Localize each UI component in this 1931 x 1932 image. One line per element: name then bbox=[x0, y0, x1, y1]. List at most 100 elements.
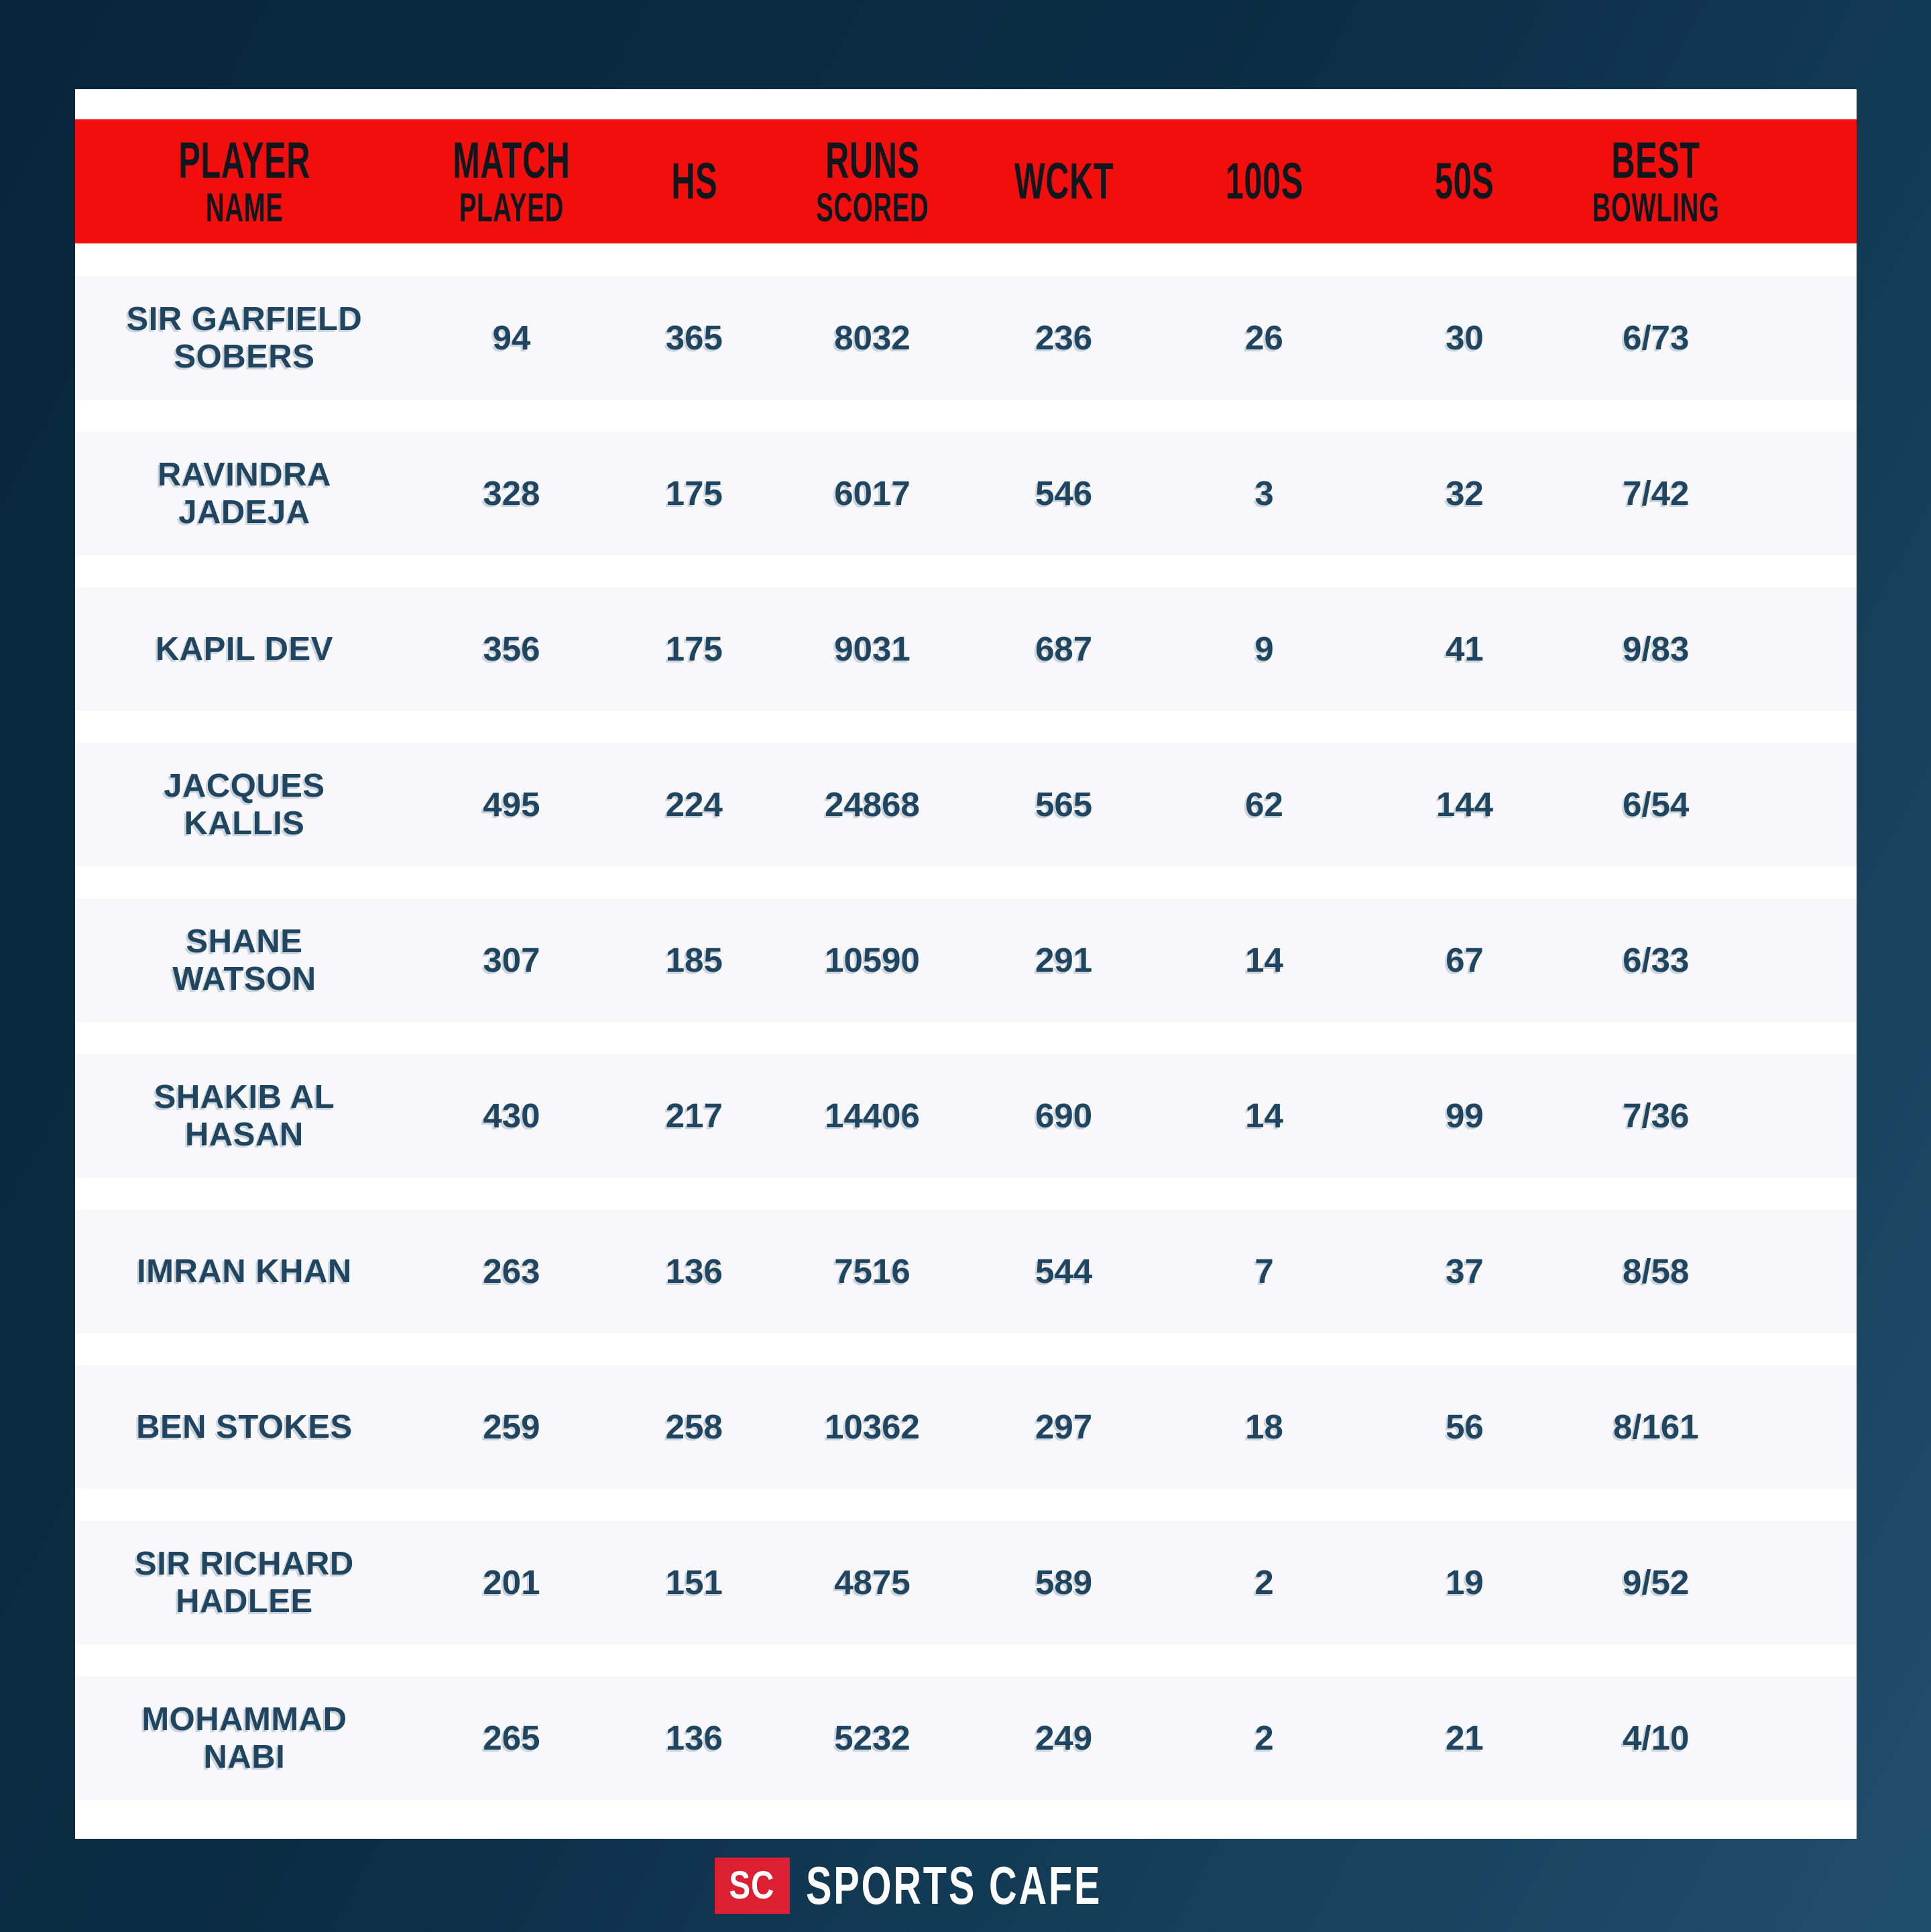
stat-wckt: 690 bbox=[1035, 1096, 1093, 1135]
column-header-matches: MATCH PLAYED bbox=[453, 132, 571, 230]
stat-hundreds: 7 bbox=[1254, 1251, 1274, 1290]
player-name: SHANE WATSON bbox=[172, 923, 316, 997]
stat-hs: 217 bbox=[665, 1096, 723, 1135]
stat-best: 6/54 bbox=[1623, 785, 1690, 823]
stat-best: 4/10 bbox=[1623, 1718, 1690, 1757]
stat-matches: 265 bbox=[483, 1718, 540, 1757]
stat-hundreds: 26 bbox=[1245, 318, 1283, 357]
stat-matches: 259 bbox=[483, 1407, 540, 1446]
stat-best: 7/42 bbox=[1623, 473, 1690, 512]
stat-hs: 224 bbox=[665, 785, 723, 823]
stat-wckt: 687 bbox=[1035, 629, 1093, 668]
stat-fifties: 19 bbox=[1446, 1562, 1484, 1601]
stat-fifties: 144 bbox=[1436, 785, 1493, 823]
stat-fifties: 32 bbox=[1446, 473, 1484, 512]
stat-matches: 495 bbox=[483, 785, 540, 823]
stat-best: 6/73 bbox=[1623, 318, 1690, 357]
stat-wckt: 249 bbox=[1035, 1718, 1093, 1757]
stat-hundreds: 62 bbox=[1245, 785, 1283, 823]
column-header-name: PLAYER NAME bbox=[178, 132, 310, 230]
table-row: JACQUES KALLIS 495 224 24868 565 62 144 6/54 bbox=[75, 743, 1857, 866]
stat-matches: 263 bbox=[483, 1251, 540, 1290]
stat-hs: 136 bbox=[665, 1718, 723, 1757]
table-row: RAVINDRA JADEJA 328 175 6017 546 3 32 7/42 bbox=[75, 432, 1857, 555]
stat-matches: 430 bbox=[483, 1096, 540, 1135]
sports-cafe-logo: SC bbox=[714, 1857, 790, 1914]
column-header-hs: HS bbox=[670, 152, 717, 210]
stat-best: 9/83 bbox=[1623, 629, 1690, 668]
stat-wckt: 236 bbox=[1035, 318, 1093, 357]
stat-fifties: 99 bbox=[1446, 1096, 1484, 1135]
stat-wckt: 544 bbox=[1035, 1251, 1093, 1290]
stat-hs: 258 bbox=[665, 1407, 723, 1446]
stat-matches: 307 bbox=[483, 940, 540, 979]
stat-hundreds: 9 bbox=[1254, 629, 1274, 668]
table-row: KAPIL DEV 356 175 9031 687 9 41 9/83 bbox=[75, 587, 1857, 711]
column-header-wckt: WCKT bbox=[1014, 152, 1114, 210]
table-body: SIR GARFIELD SOBERS 94 365 8032 236 26 30 6/73 … bbox=[75, 243, 1857, 1800]
sports-cafe-logo-text: SC bbox=[729, 1864, 775, 1907]
column-header-best: BEST BOWLING bbox=[1592, 132, 1720, 230]
stat-runs: 7516 bbox=[834, 1251, 911, 1290]
stat-hundreds: 14 bbox=[1245, 1096, 1283, 1135]
stats-card: PLAYER NAME MATCH PLAYED HS RUNS SCORED WCK… bbox=[75, 89, 1857, 1839]
player-name: BEN STOKES bbox=[136, 1408, 353, 1445]
stat-hs: 175 bbox=[665, 473, 723, 512]
stat-hundreds: 14 bbox=[1245, 940, 1283, 979]
player-name: MOHAMMAD NABI bbox=[141, 1701, 347, 1775]
stat-hs: 175 bbox=[665, 629, 723, 668]
stat-runs: 14406 bbox=[825, 1096, 920, 1135]
stat-fifties: 56 bbox=[1446, 1407, 1484, 1446]
player-name: IMRAN KHAN bbox=[137, 1253, 352, 1290]
stat-hundreds: 2 bbox=[1254, 1562, 1274, 1601]
footer: SC SPORTS CAFE bbox=[0, 1839, 1931, 1932]
stat-hs: 151 bbox=[665, 1562, 723, 1601]
stat-best: 9/52 bbox=[1623, 1562, 1690, 1601]
table-row: MOHAMMAD NABI 265 136 5232 249 2 21 4/10 bbox=[75, 1677, 1857, 1800]
table-row: IMRAN KHAN 263 136 7516 544 7 37 8/58 bbox=[75, 1210, 1857, 1333]
stat-best: 8/58 bbox=[1623, 1251, 1690, 1290]
stat-runs: 10590 bbox=[825, 940, 920, 979]
stat-fifties: 67 bbox=[1446, 940, 1484, 979]
table-row: SHAKIB AL HASAN 430 217 14406 690 14 99 7/36 bbox=[75, 1054, 1857, 1178]
player-name: JACQUES KALLIS bbox=[164, 767, 325, 842]
stat-hs: 136 bbox=[665, 1251, 723, 1290]
stat-wckt: 565 bbox=[1035, 785, 1093, 823]
stat-wckt: 589 bbox=[1035, 1562, 1093, 1601]
player-name: SIR RICHARD HADLEE bbox=[135, 1545, 354, 1620]
stat-runs: 8032 bbox=[834, 318, 911, 357]
column-header-fifties: 50S bbox=[1435, 152, 1495, 210]
stat-best: 8/161 bbox=[1613, 1407, 1699, 1446]
stat-hundreds: 3 bbox=[1254, 473, 1274, 512]
stat-fifties: 21 bbox=[1446, 1718, 1484, 1757]
stat-best: 6/33 bbox=[1623, 940, 1690, 979]
stat-hs: 185 bbox=[665, 940, 723, 979]
stat-runs: 4875 bbox=[834, 1562, 911, 1601]
table-row: BEN STOKES 259 258 10362 297 18 56 8/161 bbox=[75, 1365, 1857, 1489]
stat-hs: 365 bbox=[665, 318, 723, 357]
stat-fifties: 30 bbox=[1446, 318, 1484, 357]
stat-matches: 356 bbox=[483, 629, 540, 668]
table-header-row: PLAYER NAME MATCH PLAYED HS RUNS SCORED WCK… bbox=[75, 119, 1857, 243]
stat-wckt: 297 bbox=[1035, 1407, 1093, 1446]
table-row: SHANE WATSON 307 185 10590 291 14 67 6/33 bbox=[75, 899, 1857, 1022]
player-name: SHAKIB AL HASAN bbox=[154, 1078, 335, 1153]
stat-runs: 24868 bbox=[825, 785, 920, 823]
stat-fifties: 41 bbox=[1446, 629, 1484, 668]
player-name: KAPIL DEV bbox=[155, 630, 333, 667]
stat-best: 7/36 bbox=[1623, 1096, 1690, 1135]
stat-wckt: 546 bbox=[1035, 473, 1093, 512]
stat-hundreds: 18 bbox=[1245, 1407, 1283, 1446]
table-row: SIR GARFIELD SOBERS 94 365 8032 236 26 30 6/73 bbox=[75, 276, 1857, 400]
brand-name: SPORTS CAFE bbox=[805, 1855, 1102, 1915]
stat-matches: 201 bbox=[483, 1562, 540, 1601]
stat-fifties: 37 bbox=[1446, 1251, 1484, 1290]
stat-hundreds: 2 bbox=[1254, 1718, 1274, 1757]
stat-runs: 10362 bbox=[825, 1407, 920, 1446]
stat-runs: 9031 bbox=[834, 629, 911, 668]
stat-matches: 94 bbox=[492, 318, 531, 357]
stat-matches: 328 bbox=[483, 473, 540, 512]
stat-runs: 5232 bbox=[834, 1718, 911, 1757]
stat-wckt: 291 bbox=[1035, 940, 1093, 979]
